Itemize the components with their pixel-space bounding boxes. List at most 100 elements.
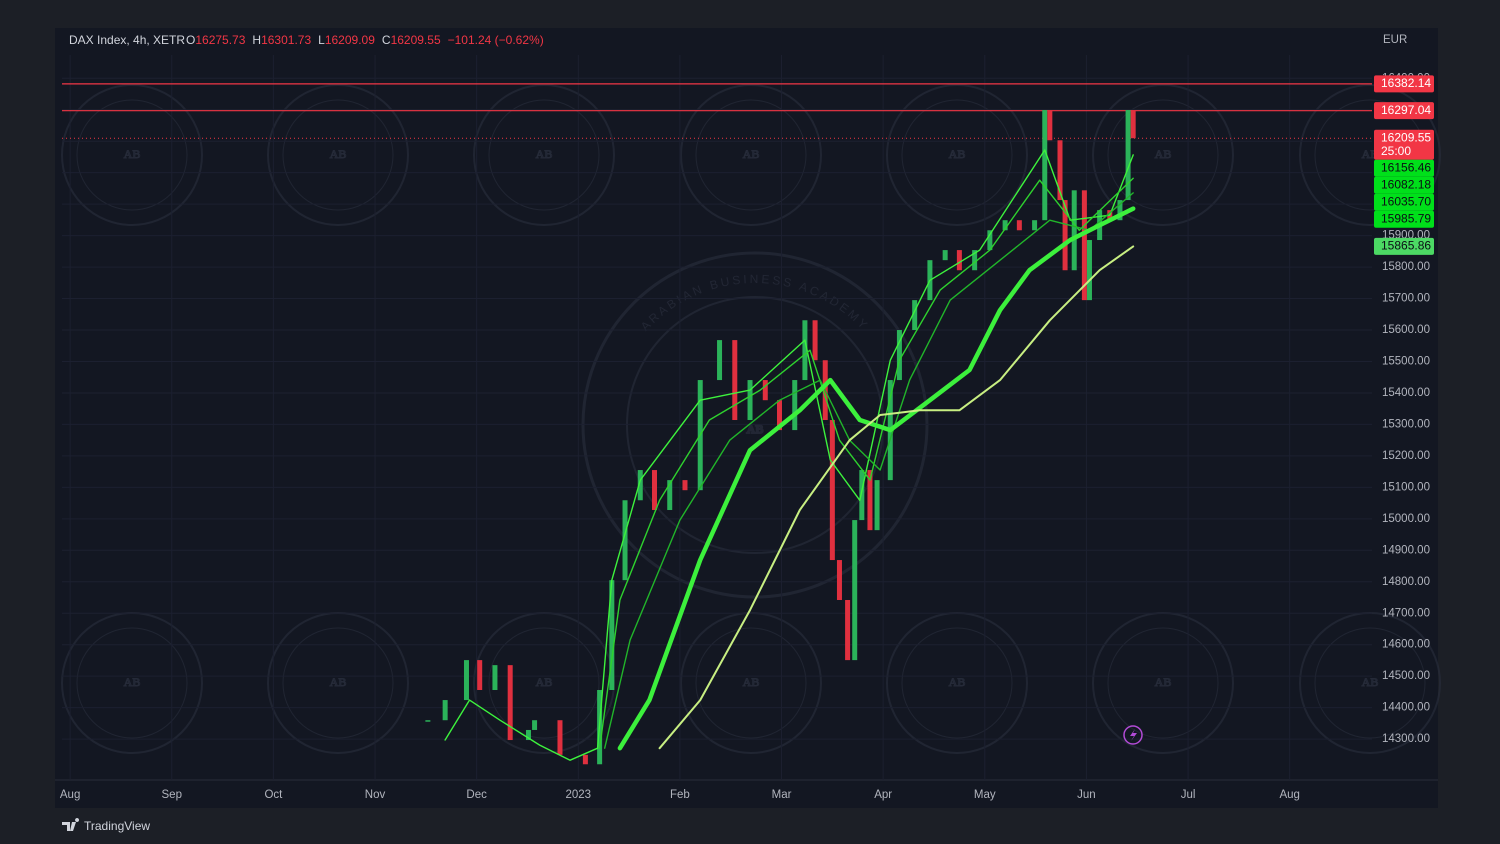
x-tick-label: Oct <box>264 789 283 801</box>
price-bar <box>525 729 531 741</box>
price-bar <box>812 320 818 361</box>
price-bar <box>942 250 948 261</box>
price-bar <box>582 754 588 765</box>
price-bar <box>622 500 628 581</box>
brand: TradingView <box>84 819 150 833</box>
price-label: 16297.04 <box>1381 103 1431 117</box>
y-tick-label: 14300.00 <box>1382 733 1430 745</box>
price-label: 16082.18 <box>1381 177 1431 191</box>
price-bar <box>1002 220 1008 231</box>
x-tick-label: May <box>974 789 996 801</box>
watermark-ring <box>488 627 600 739</box>
watermark-ring <box>1314 627 1426 739</box>
price-bar <box>682 480 688 491</box>
price-bar <box>1117 200 1123 221</box>
x-tick-label: Jun <box>1077 789 1096 801</box>
y-tick-label: 14900.00 <box>1382 544 1430 556</box>
watermark-ring <box>695 627 807 739</box>
price-label-box <box>1374 210 1434 228</box>
x-tick-label: Jul <box>1181 789 1196 801</box>
watermark-ring <box>267 84 409 226</box>
price-bar <box>425 720 431 722</box>
price-bar <box>762 380 768 401</box>
watermark-ring <box>473 84 615 226</box>
ohlc-value: 16209.09 <box>325 33 375 47</box>
x-tick-label: Sep <box>162 789 182 801</box>
y-tick-label: 15300.00 <box>1382 418 1430 430</box>
price-bar <box>912 300 918 331</box>
watermark-ring <box>901 99 1013 211</box>
price-label-box <box>1374 237 1434 255</box>
price-bar <box>717 340 723 381</box>
price-bar <box>532 720 538 730</box>
y-tick-label: 14500.00 <box>1382 670 1430 682</box>
price-bar <box>651 470 657 511</box>
y-tick-label: 15200.00 <box>1382 450 1430 462</box>
y-tick-label: 15000.00 <box>1382 513 1430 525</box>
watermark-ring <box>680 84 822 226</box>
price-bar <box>829 420 835 561</box>
price-label-box <box>1374 176 1434 194</box>
price-bar <box>867 470 873 531</box>
price-bar <box>896 330 902 381</box>
moving-average-line <box>617 206 1136 751</box>
price-bar <box>1042 110 1048 221</box>
currency: EUR <box>1383 34 1407 46</box>
price-bar <box>1130 110 1136 139</box>
chart-title: DAX Index, 4h, XETR <box>69 33 185 47</box>
watermark-initials: AB <box>1362 675 1379 689</box>
watermark-ring <box>1299 84 1441 226</box>
watermark-ring <box>695 99 807 211</box>
price-countdown: 25:00 <box>1381 144 1411 158</box>
watermark-ring <box>76 99 188 211</box>
price-label-box <box>1374 159 1434 177</box>
price-bar <box>1062 200 1068 271</box>
watermark-initials: AB <box>949 147 966 161</box>
price-bar <box>732 340 738 421</box>
price-bar <box>492 665 498 691</box>
x-tick-label: Dec <box>466 789 487 801</box>
price-bar <box>1032 220 1038 231</box>
watermark-ring <box>76 627 188 739</box>
watermark-initials: AB <box>536 147 553 161</box>
watermark-ring <box>886 84 1028 226</box>
watermark-initials: AB <box>1155 147 1172 161</box>
moving-average-line <box>658 245 1135 750</box>
price-label-box <box>1374 75 1434 93</box>
x-tick-label: Mar <box>772 789 792 801</box>
x-tick-label: Apr <box>874 789 892 801</box>
watermark-initials: AB <box>743 147 760 161</box>
price-bar <box>1086 240 1092 301</box>
price-bar <box>637 470 643 501</box>
price-bar <box>852 520 858 661</box>
plot <box>62 83 1372 765</box>
price-bar <box>1047 110 1053 141</box>
alert-icon[interactable] <box>1123 725 1143 745</box>
x-tick-label: Aug <box>1279 789 1299 801</box>
y-tick-label: 15100.00 <box>1382 481 1430 493</box>
header: DAX Index, 4h, XETR O 16275.73 H 16301.73 L 1… <box>69 33 544 47</box>
ohlc-label: C <box>382 33 391 47</box>
watermark-ring <box>1107 99 1219 211</box>
watermark-initials: AB <box>124 675 141 689</box>
watermark-initials: AB <box>949 675 966 689</box>
watermark-initials: AB <box>1155 675 1172 689</box>
watermark-initials: AB <box>743 675 760 689</box>
price-change: −101.24 (−0.62%) <box>448 33 544 47</box>
moving-average-line <box>444 149 1134 761</box>
price-bar <box>777 400 783 431</box>
moving-average-line <box>604 192 1134 749</box>
price-bar <box>1071 190 1077 271</box>
watermark-ring <box>61 84 203 226</box>
watermark-initials: AB <box>536 675 553 689</box>
price-label: 15985.79 <box>1381 211 1431 225</box>
price-bar <box>1081 190 1087 301</box>
x-tick-label: Feb <box>670 789 690 801</box>
brand-logo[interactable]: TradingView <box>62 818 150 833</box>
ohlc-value: 16209.55 <box>391 33 441 47</box>
price-bar <box>463 660 469 701</box>
watermark-ring <box>282 99 394 211</box>
y-tick-label: 15500.00 <box>1382 356 1430 368</box>
